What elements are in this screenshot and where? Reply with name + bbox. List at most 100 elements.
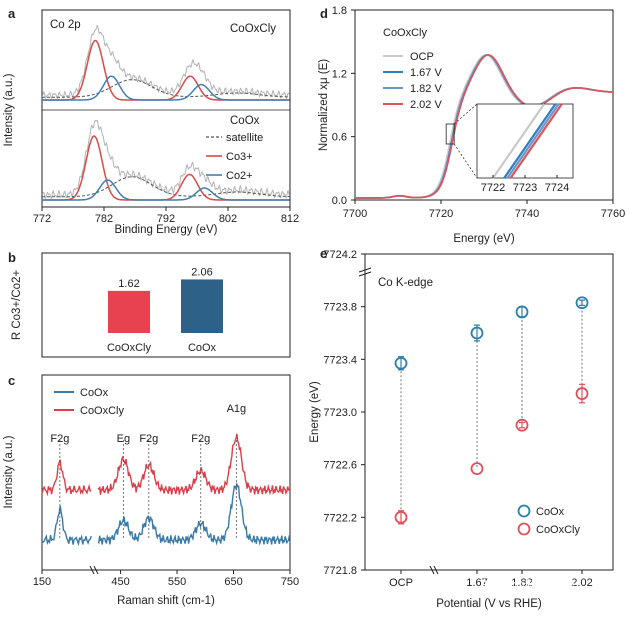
xanes-legend-label: OCP	[410, 51, 434, 63]
edge-point-cooxcly	[470, 462, 484, 476]
ratio-ylabel: R Co3+/Co2+	[11, 270, 23, 341]
edge-ytick-label: 7723.8	[323, 302, 357, 314]
ratio-bar	[108, 290, 150, 333]
xanes-inset-line	[509, 103, 563, 179]
panel-b-ratio-bars: R Co3+/Co2+ 1.62 CoOxCly 2.06 CoOx	[11, 252, 291, 358]
edge-legend-marker	[517, 522, 531, 536]
edge-annotation: Co K-edge	[378, 277, 433, 289]
raman-cooxcly-line	[41, 433, 290, 497]
raman-peak-label: F2g	[50, 433, 69, 445]
ratio-value-label: 1.62	[118, 278, 139, 290]
panel-d-xanes: CoOxCly Normalized xμ (E) Energy (eV) 77…	[318, 5, 625, 245]
raman-axis-break	[93, 565, 99, 575]
ratio-category-label: CoOx	[188, 342, 217, 354]
xps-upper-sample-label: CoOxCly	[230, 23, 276, 35]
edge-axis-break	[358, 267, 372, 273]
xanes-ytick-label: 1.8	[332, 5, 347, 17]
raman-ylabel: Intensity (a.u.)	[3, 435, 15, 508]
raman-peak-label: A1g	[227, 403, 247, 415]
xanes-legend-label: 1.82 V	[410, 83, 442, 95]
xps-xtick-label: 802	[219, 213, 237, 225]
xanes-inset-line	[492, 103, 546, 179]
edge-legend-label: CoOxCly	[536, 524, 581, 536]
xanes-zoom-connector	[453, 103, 478, 125]
xps-satellite-line	[42, 176, 290, 198]
panel-e-edge-energy: Co K-edge Energy (eV) Potential (V vs RH…	[309, 249, 614, 610]
xps-lower-sample-label: CoOx	[230, 115, 260, 127]
raman-xlabel: Raman shift (cm-1)	[117, 595, 215, 607]
ratio-category-label: CoOxCly	[107, 342, 152, 354]
ratio-bar	[181, 279, 223, 333]
raman-coox-line	[41, 481, 291, 547]
edge-ytick-label: 7722.2	[323, 512, 357, 524]
xps-satellite-line	[42, 79, 290, 98]
xps-experimental-line	[42, 119, 290, 200]
edge-ylabel: Energy (eV)	[309, 381, 321, 443]
panel-label-a: a	[8, 6, 16, 21]
raman-peak-label: F2g	[191, 433, 210, 445]
panel-label-b: b	[8, 250, 16, 265]
xanes-ylabel: Normalized xμ (E)	[318, 59, 330, 151]
panel-label-d: d	[320, 6, 328, 21]
edge-xtick-label: OCP	[389, 577, 413, 589]
xanes-inset-line	[503, 103, 557, 179]
raman-xtick-label: 550	[168, 576, 186, 588]
edge-point-coox	[575, 296, 589, 310]
edge-legend-marker	[517, 504, 531, 518]
xps-ylabel: Intensity (a.u.)	[3, 73, 15, 146]
xps-xlabel: Binding Energy (eV)	[115, 224, 218, 236]
xanes-xtick-label: 7760	[601, 208, 625, 220]
edge-axis-break	[358, 271, 372, 277]
raman-xtick-label: 750	[281, 576, 299, 588]
xps-co2-line	[42, 75, 290, 101]
raman-legend-coox: CoOx	[80, 387, 109, 399]
edge-point-coox	[470, 326, 484, 340]
edge-xtick-label: 1.67	[466, 577, 487, 589]
panel-label-e: e	[320, 246, 327, 261]
raman-peak-label: Eg	[117, 433, 130, 445]
xanes-ytick-label: 0.6	[332, 132, 347, 144]
raman-xtick-label: 150	[33, 576, 51, 588]
edge-ytick-label: 7723.0	[323, 407, 357, 419]
ratio-value-label: 2.06	[191, 266, 212, 278]
edge-point-cooxcly	[515, 418, 529, 432]
xanes-xtick-label: 7700	[343, 208, 367, 220]
edge-legend-label: CoOx	[536, 506, 565, 518]
edge-point-coox	[515, 305, 529, 319]
edge-ytick-label: 7723.4	[323, 354, 357, 366]
edge-axis-break	[429, 565, 435, 575]
panel-a-xps: Co 2p CoOxCly CoOx satellite Co3+ Co2+ I…	[3, 9, 299, 236]
edge-xlabel: Potential (V vs RHE)	[436, 598, 542, 610]
panel-c-raman: CoOx CoOxCly Intensity (a.u.) Raman shif…	[3, 374, 299, 607]
xps-xtick-label: 792	[157, 213, 175, 225]
xps-xtick-label: 772	[33, 213, 51, 225]
xanes-inset-tick-label: 7724	[545, 182, 569, 194]
edge-point-cooxcly	[394, 510, 408, 524]
panel-label-c: c	[8, 373, 15, 388]
xps-experimental-line	[41, 24, 290, 100]
xanes-title: CoOxCly	[383, 27, 428, 39]
xanes-ytick-label: 0.0	[332, 195, 347, 207]
xps-co3-line	[42, 39, 290, 101]
raman-legend-cooxcly: CoOxCly	[80, 405, 125, 417]
edge-ytick-label: 7724.2	[323, 249, 357, 261]
xanes-xlabel: Energy (eV)	[453, 233, 515, 245]
xanes-zoom-connector	[453, 143, 478, 179]
xanes-series-line	[355, 54, 613, 199]
edge-point-cooxcly	[575, 387, 589, 400]
raman-axis-break	[89, 565, 95, 575]
xps-co2-line	[42, 179, 290, 201]
edge-xtick-label: 1.82	[511, 577, 532, 589]
xps-legend-satellite: satellite	[226, 132, 263, 144]
xps-legend-co2: Co2+	[226, 170, 253, 182]
raman-peak-label: F2g	[139, 433, 158, 445]
edge-ytick-label: 7721.8	[323, 565, 357, 577]
xps-legend-co3: Co3+	[226, 151, 253, 163]
edge-point-coox	[394, 356, 408, 370]
xps-title: Co 2p	[50, 19, 81, 31]
raman-xtick-label: 650	[224, 576, 242, 588]
xanes-xtick-label: 7740	[515, 208, 539, 220]
xanes-xtick-label: 7720	[429, 208, 453, 220]
edge-axis-break	[433, 565, 439, 575]
